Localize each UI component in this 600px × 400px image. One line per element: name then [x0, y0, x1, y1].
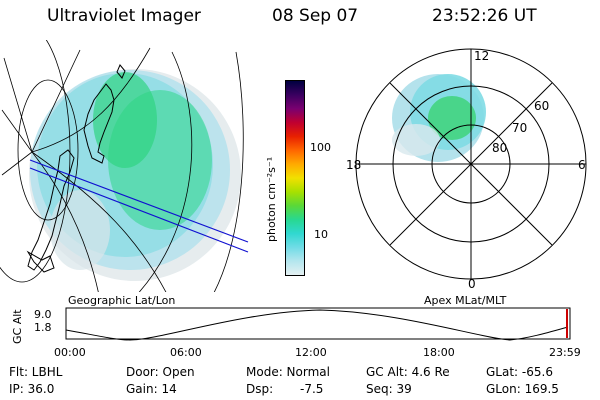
- coastlines: [26, 64, 126, 273]
- colorbar-tick-10: 10: [314, 228, 328, 241]
- observation-date: 08 Sep 07: [272, 6, 359, 26]
- geographic-map: [0, 40, 249, 292]
- glon-info: GLon: 169.5: [486, 382, 559, 396]
- dsp-label: Dsp:: [246, 382, 274, 396]
- seq-info: Seq: 39: [366, 382, 412, 396]
- filter-info: Flt: LBHL: [9, 365, 63, 379]
- mlat-label-70: 70: [512, 121, 527, 135]
- timeline-xtick-1200: 12:00: [295, 346, 327, 359]
- auroral-emission-map: [29, 69, 241, 281]
- polar-emission: [392, 74, 486, 162]
- polar-grid: [355, 48, 587, 280]
- colorbar-tick-100: 100: [310, 141, 331, 154]
- observation-time: 23:52:26 UT: [432, 6, 537, 26]
- altitude-timeline: [65, 307, 571, 341]
- colorbar-unit-label: photon cm⁻²s⁻¹: [265, 156, 278, 242]
- altitude-curve: [65, 309, 569, 341]
- ip-info: IP: 36.0: [9, 382, 55, 396]
- colorbar: [285, 80, 305, 276]
- timeline-xtick-0600: 06:00: [170, 346, 202, 359]
- timeline-ylabel: GC Alt: [11, 309, 24, 344]
- mlat-label-80: 80: [492, 141, 507, 155]
- dsp-value: -7.5: [300, 382, 324, 396]
- gc-alt-info: GC Alt: 4.6 Re: [366, 365, 450, 379]
- lat-lon-grid: [0, 40, 244, 292]
- mlt-label-12: 12: [474, 49, 489, 63]
- timeline-ytick-1-8: 1.8: [34, 321, 52, 334]
- mlt-label-0: 0: [468, 277, 476, 291]
- timeline-ytick-9: 9.0: [34, 308, 52, 321]
- glat-info: GLat: -65.6: [486, 365, 553, 379]
- timeline-xtick-0000: 00:00: [54, 346, 86, 359]
- satellite-ground-track: [29, 159, 249, 253]
- mode-info: Mode: Normal: [246, 365, 330, 379]
- timeline-xtick-2359: 23:59: [549, 346, 581, 359]
- timeline-xtick-1800: 18:00: [423, 346, 455, 359]
- gain-info: Gain: 14: [126, 382, 177, 396]
- map-caption: Geographic Lat/Lon: [68, 294, 176, 307]
- polar-caption: Apex MLat/MLT: [424, 294, 507, 307]
- instrument-title: Ultraviolet Imager: [47, 6, 201, 26]
- mlt-label-6: 6: [578, 158, 586, 172]
- door-info: Door: Open: [126, 365, 195, 379]
- mlat-label-60: 60: [534, 99, 549, 113]
- mlt-label-18: 18: [346, 158, 361, 172]
- polar-plot: 12 18 6 0 60 70 80: [346, 48, 587, 291]
